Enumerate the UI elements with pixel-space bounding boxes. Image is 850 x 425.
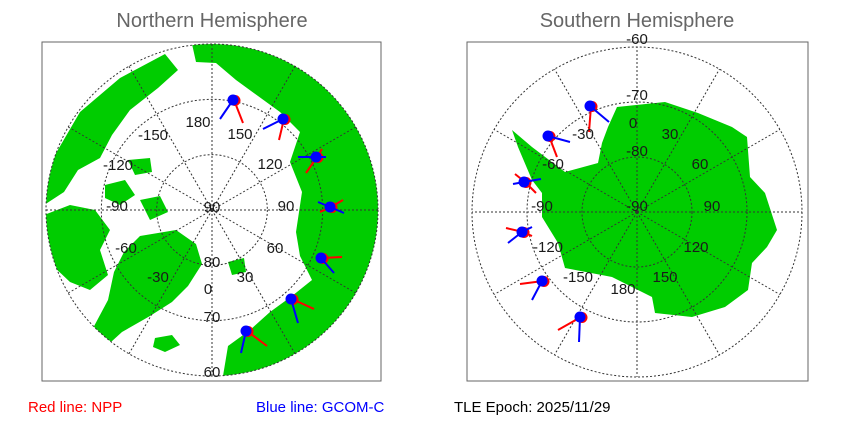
gcomc-position-dot [542,130,554,142]
lon-label: -30 [147,269,169,286]
satellite-position-marker [519,275,550,301]
gcomc-position-dot [227,94,239,106]
lon-label: 60 [692,156,709,173]
lon-label: 30 [662,126,679,143]
land-iceland [153,335,180,352]
legend-npp: Red line: NPP [28,399,123,416]
land-greenland [92,230,202,352]
gcomc-position-dot [324,201,336,213]
lat-label: -60 [626,31,648,48]
satellite-position-marker [584,100,610,133]
south-graticule [471,46,803,378]
satellite-position-marker [557,311,588,343]
gcomc-position-dot [315,252,327,264]
satellite-position-marker [315,252,343,274]
lon-label: -60 [115,240,137,257]
lon-label: 120 [683,239,708,256]
meridian-line [493,129,638,213]
satellite-position-marker [542,130,571,158]
lat-label: -70 [626,87,648,104]
land-canada-archipelago [46,158,168,290]
south-tracks [505,100,610,343]
lon-label: 0 [204,281,212,298]
south-title: Southern Hemisphere [539,10,735,32]
land-eurasia [192,44,378,376]
meridian-line [636,211,781,295]
gcomc-position-dot [574,311,586,323]
south-labels: -60 -70 -80 -90 0 30 60 90 120 150 180 -… [531,31,720,298]
lat-label: 80 [204,254,221,271]
gcomc-position-dot [518,176,530,188]
meridian-line [493,211,638,295]
satellite-position-marker [219,94,244,124]
lon-label: 0 [629,115,637,132]
satellite-position-marker [240,325,268,354]
lon-label: -60 [542,156,564,173]
meridian-line [636,68,720,213]
legend-gcomc: Blue line: GCOM-C [256,399,385,416]
lon-label: 90 [704,198,721,215]
satellite-position-marker [298,148,326,174]
satellite-position-marker [285,293,315,324]
gcomc-position-dot [310,151,322,163]
lat-label: 60 [204,364,221,381]
north-map: 180 150 120 90 60 30 0 -30 -60 -90 -120 … [41,41,382,382]
meridian-line [554,68,638,213]
latitude-circle [156,154,268,266]
gcomc-position-dot [536,275,548,287]
lon-label: -120 [103,157,133,174]
lon-label: -90 [531,198,553,215]
satellite-position-marker [262,113,291,141]
lat-label: -90 [626,198,648,215]
meridian-line [636,211,720,356]
gcomc-position-dot [285,293,297,305]
satellite-position-marker [317,199,345,214]
satellite-position-marker [512,173,542,194]
gcomc-position-dot [240,325,252,337]
gcomc-position-dot [277,113,289,125]
lon-label: -150 [138,127,168,144]
latitude-circle [581,156,693,268]
lon-label: 30 [237,269,254,286]
lat-label: 90 [204,199,221,216]
lon-label: -30 [572,126,594,143]
lon-label: 150 [227,126,252,143]
lon-label: 90 [278,198,295,215]
land-north-america [46,54,178,205]
lon-label: 180 [610,281,635,298]
satellite-position-marker [505,226,533,244]
north-labels: 180 150 120 90 60 30 0 -30 -60 -90 -120 … [103,114,294,381]
north-title: Northern Hemisphere [116,10,308,32]
lat-label: 70 [204,309,221,326]
meridian-line [554,211,638,356]
north-tracks [219,94,345,354]
gcomc-position-dot [516,226,528,238]
lon-label: 120 [257,156,282,173]
lon-label: 60 [267,240,284,257]
lon-label: 180 [185,114,210,131]
lon-label: 150 [652,269,677,286]
tle-epoch: TLE Epoch: 2025/11/29 [454,399,611,416]
north-land [46,44,378,376]
land-antarctica [512,102,777,317]
land-svalbelieve [228,258,246,275]
lon-label: -90 [106,198,128,215]
south-map: -60 -70 -80 -90 0 30 60 90 120 150 180 -… [466,31,809,382]
south-land [512,102,777,317]
lon-label: -120 [533,239,563,256]
lat-label: -80 [626,143,648,160]
lon-label: -150 [563,269,593,286]
meridian-line [636,129,781,213]
gcomc-position-dot [584,100,596,112]
